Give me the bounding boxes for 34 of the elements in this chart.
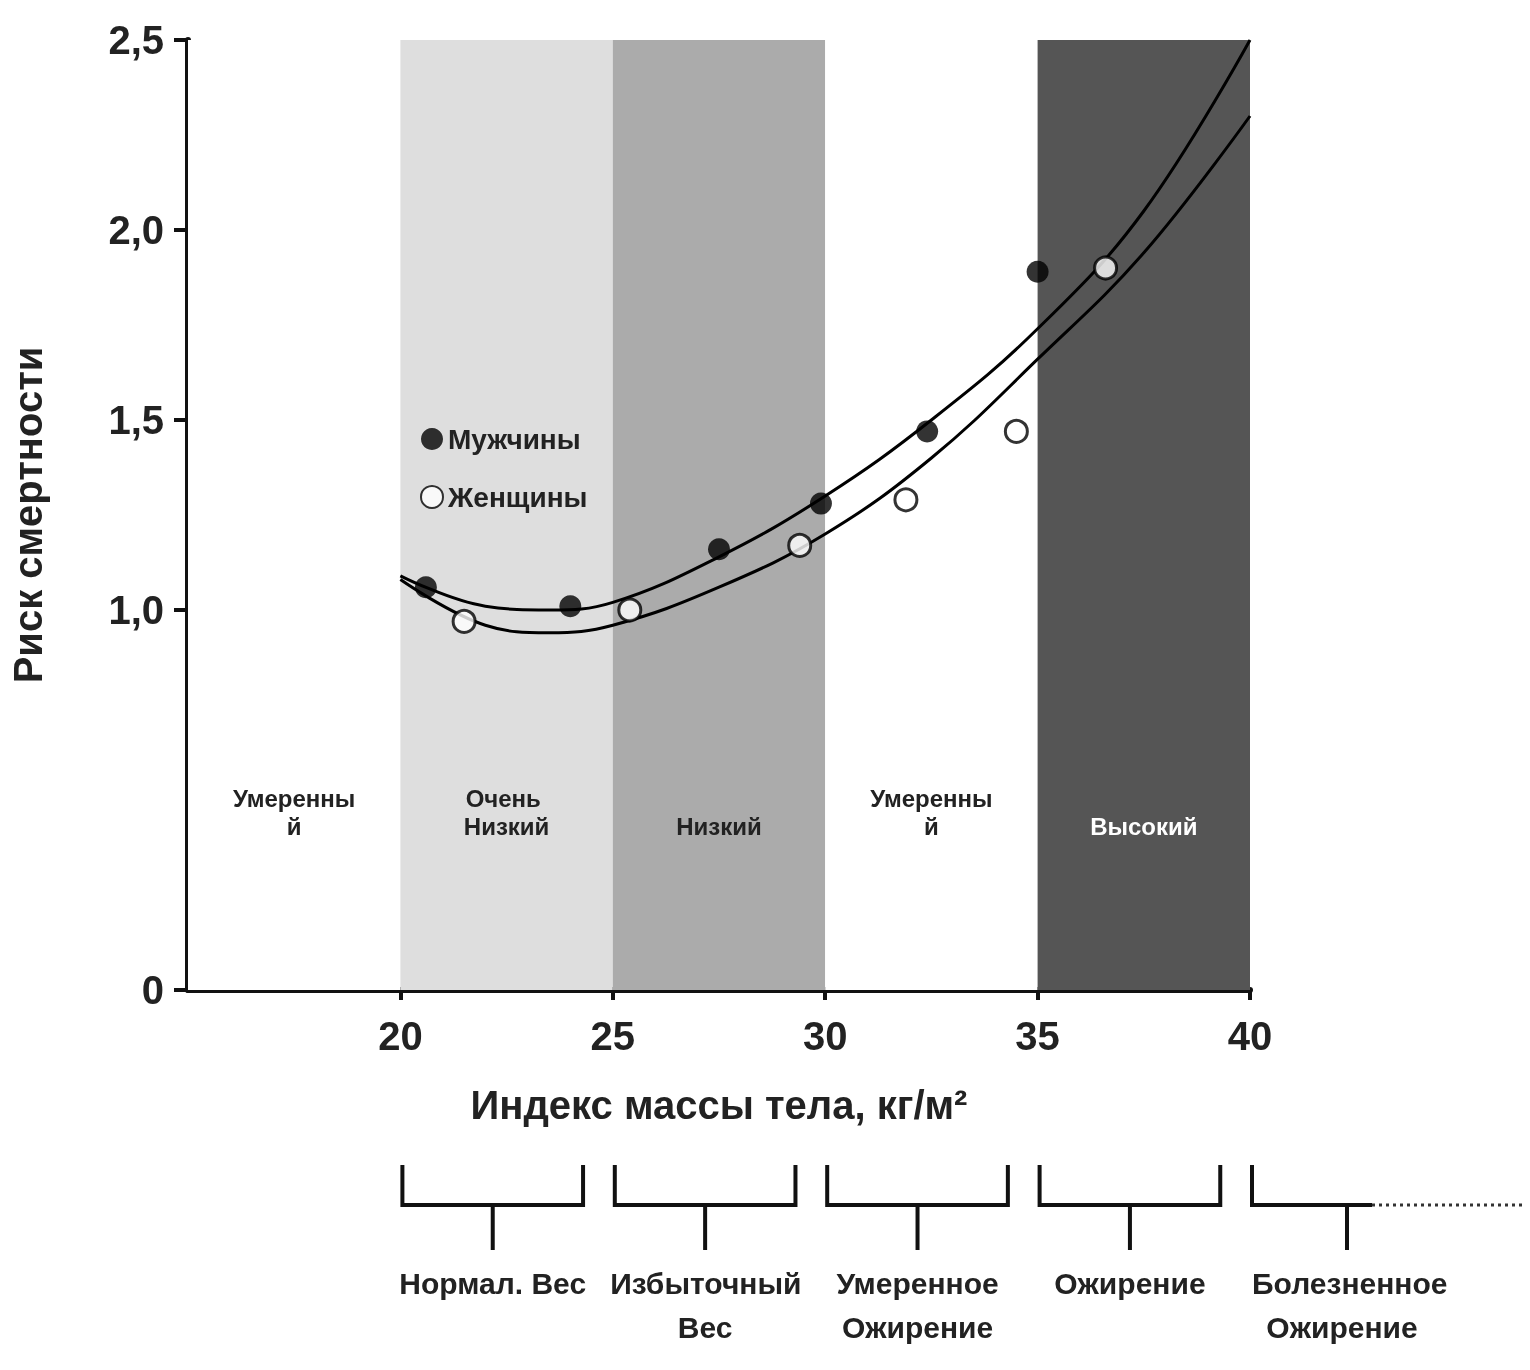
x-tick-label: 35: [1015, 1014, 1060, 1058]
x-tick-label: 25: [590, 1014, 636, 1058]
point: [916, 420, 939, 443]
x-tick-label: 30: [802, 1014, 848, 1058]
point: [708, 538, 730, 561]
y-tick-label: 2,0: [108, 208, 164, 252]
point: [617, 597, 643, 623]
y-tick-label: 1,0: [108, 588, 164, 632]
legend-label: Мужчины: [448, 423, 581, 455]
text: Болезненное Ожирение: [1252, 1266, 1448, 1346]
x-tick-label: 40: [1227, 1014, 1273, 1058]
text: Нормал. Вес: [398, 1266, 588, 1302]
band-label: Низкий: [676, 812, 762, 840]
band-label: Умеренный: [870, 784, 993, 840]
legend-label: Женщины: [447, 481, 588, 513]
point: [787, 532, 813, 558]
point: [451, 608, 477, 634]
band-label: Очень Низкий: [463, 784, 550, 840]
text: Ожирение: [1053, 1266, 1207, 1302]
y-axis-title: Риск смертности: [6, 346, 50, 684]
text: Избыточный Вес: [610, 1266, 802, 1346]
y-tick-label: 0: [141, 968, 164, 1012]
y-tick-label: 1,5: [108, 398, 164, 442]
point: [1026, 260, 1049, 283]
point: [559, 595, 582, 618]
y-tick-label: 2,5: [108, 18, 164, 62]
point: [414, 576, 437, 599]
band-label: Умеренный: [233, 784, 356, 840]
band-label: Высокий: [1090, 812, 1198, 840]
text: Умеренное Ожирение: [835, 1266, 1000, 1346]
x-axis-title: Индекс массы тела, кг/м²: [470, 1083, 968, 1127]
point: [809, 492, 832, 515]
x-tick-label: 20: [378, 1014, 423, 1058]
point: [1093, 255, 1119, 281]
